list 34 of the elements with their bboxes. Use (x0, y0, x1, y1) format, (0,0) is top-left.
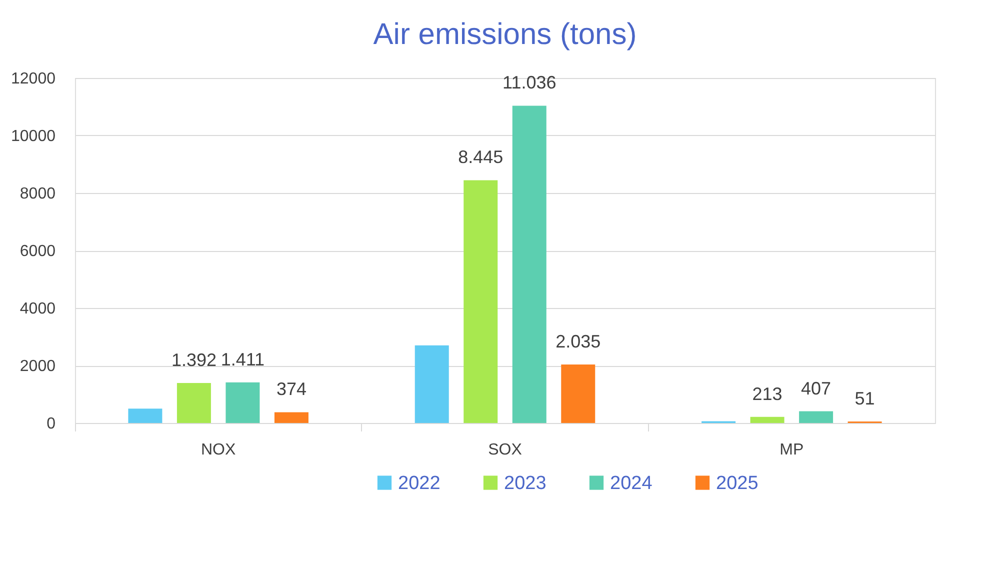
data-label: 1.392 (171, 350, 216, 370)
y-tick-label: 0 (46, 416, 56, 432)
x-tick-label: MP (780, 442, 804, 458)
bar (414, 345, 449, 423)
data-label: 51 (854, 388, 875, 409)
legend-label: 2024 (610, 472, 653, 494)
bar (750, 416, 784, 423)
bar (176, 382, 211, 423)
y-tick-label: 2000 (20, 358, 56, 375)
x-tick-label: SOX (488, 442, 522, 458)
chart-title: Air emissions (tons) (373, 18, 637, 51)
bar (799, 411, 834, 423)
data-label: 374 (276, 379, 306, 400)
bar (226, 382, 260, 423)
legend-label: 2022 (398, 472, 440, 494)
y-tick-label: 6000 (20, 243, 56, 260)
y-tick-label: 8000 (20, 186, 56, 202)
y-tick-label: 12000 (11, 70, 56, 88)
data-label: 1.411 (220, 349, 265, 370)
data-label: 407 (801, 378, 832, 398)
legend-label: 2025 (716, 472, 758, 494)
bar (464, 180, 498, 423)
data-label: 8.445 (458, 147, 504, 168)
x-tick-label: NOX (200, 442, 236, 458)
data-label: 213 (752, 384, 782, 404)
y-tick-label: 10000 (11, 128, 56, 145)
data-label: 2.035 (556, 331, 601, 352)
legend-label: 2023 (504, 472, 546, 494)
bar (128, 408, 162, 423)
bar (512, 106, 546, 423)
data-label: 11.036 (502, 72, 556, 93)
bar (274, 412, 308, 423)
bar (561, 364, 596, 423)
y-tick-label: 4000 (20, 300, 56, 318)
